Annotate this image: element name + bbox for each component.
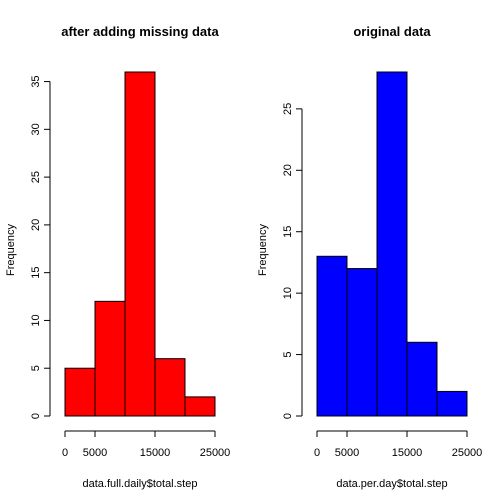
x-tick-label: 5000: [83, 447, 107, 459]
x-tick-label: 15000: [392, 447, 423, 459]
histogram-bar: [124, 71, 156, 417]
y-tick-label: 20: [30, 219, 42, 231]
y-tick-label: 15: [282, 226, 294, 238]
histogram-bar: [184, 396, 216, 417]
y-tick-label: 15: [30, 267, 42, 279]
y-tick-label: 25: [30, 171, 42, 183]
y-axis-label: Frequency: [5, 224, 17, 276]
y-tick-label: 25: [282, 103, 294, 115]
x-tick-label: 0: [62, 447, 68, 459]
x-tick-label: 25000: [452, 447, 483, 459]
histogram-panel-1: after adding missing data 0 5 10 15 20 25 30 35 0…: [5, 24, 230, 490]
x-tick-label: 0: [314, 447, 320, 459]
histogram-bar: [64, 367, 96, 417]
chart-title: original data: [353, 24, 431, 39]
y-tick-label: 5: [30, 365, 42, 371]
y-tick-label: 20: [282, 164, 294, 176]
histogram-bar: [154, 358, 186, 417]
histogram-bar: [406, 341, 438, 417]
x-tick-label: 25000: [200, 447, 231, 459]
x-axis-label: data.full.daily$total.step: [83, 478, 198, 490]
histogram-bar: [376, 71, 408, 417]
x-tick-label: 15000: [140, 447, 171, 459]
y-tick-label: 0: [282, 413, 294, 419]
y-tick-label: 5: [282, 352, 294, 358]
y-tick-label: 30: [30, 123, 42, 135]
y-tick-label: 10: [282, 287, 294, 299]
histogram-panel-2: original data 0 5 10 15 20 25 0 5000 15000 25000 da…: [257, 24, 482, 490]
y-tick-label: 35: [30, 75, 42, 87]
chart-title: after adding missing data: [61, 24, 219, 39]
histogram-bar: [94, 300, 126, 417]
y-axis-label: Frequency: [257, 224, 269, 276]
y-tick-label: 10: [30, 314, 42, 326]
histogram-bar: [316, 255, 348, 417]
histogram-bar: [436, 390, 468, 417]
x-axis-label: data.per.day$total.step: [336, 478, 447, 490]
y-tick-label: 0: [30, 413, 42, 419]
x-tick-label: 5000: [335, 447, 359, 459]
histogram-bar: [346, 268, 378, 417]
